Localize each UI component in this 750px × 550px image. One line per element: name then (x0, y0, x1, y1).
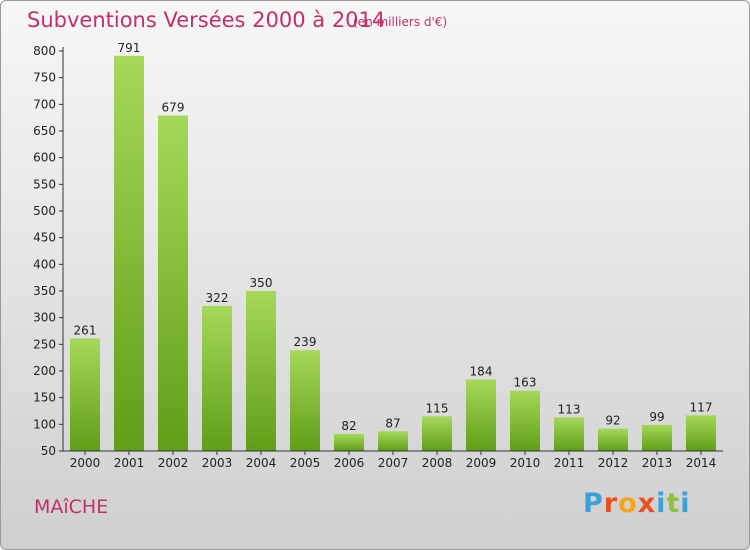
x-tick-label: 2009 (466, 456, 497, 470)
y-tick-label: 600 (33, 151, 56, 165)
y-axis: 50 100 150 200 250 300 350 400 450 500 550 600 650 70… (33, 44, 64, 458)
y-tick-label: 800 (33, 44, 56, 58)
bar (114, 55, 144, 452)
bar (642, 424, 672, 451)
y-tick-label: 50 (41, 444, 56, 458)
y-tick-label: 650 (33, 124, 56, 138)
bar (598, 428, 628, 451)
logo-letter: t (666, 488, 681, 519)
x-tick-label: 2006 (334, 456, 365, 470)
chart-subtitle: (en milliers d'€) (353, 15, 448, 29)
x-tick-label: 2011 (554, 456, 585, 470)
x-tick-label: 2012 (598, 456, 629, 470)
x-tick-label: 2007 (378, 456, 409, 470)
bar-value-label: 115 (426, 401, 449, 415)
y-tick-label: 400 (33, 257, 56, 271)
bar-value-label: 113 (558, 402, 581, 416)
bar (466, 379, 496, 451)
bar (70, 338, 100, 451)
bar (246, 291, 276, 451)
bar-value-label: 117 (690, 400, 713, 414)
bars: 261 791 679 322 350 239 82 87 115 184 163 113 92 99 11… (70, 41, 716, 452)
x-tick-label: 2003 (202, 456, 233, 470)
y-tick-label: 350 (33, 284, 56, 298)
bar-value-label: 184 (470, 365, 493, 379)
x-tick-label: 2002 (158, 456, 189, 470)
bar-value-label: 163 (514, 376, 537, 390)
x-tick-label: 2004 (246, 456, 277, 470)
bar-value-label: 82 (341, 419, 356, 433)
bar (334, 433, 364, 451)
bar-value-label: 679 (162, 101, 185, 115)
proxiti-logo[interactable]: Proxiti (583, 488, 691, 519)
bar-value-label: 87 (385, 416, 400, 430)
x-tick-label: 2005 (290, 456, 321, 470)
y-tick-label: 700 (33, 97, 56, 111)
logo-letter: o (618, 488, 638, 519)
chart-title: Subventions Versées 2000 à 2014 (27, 8, 386, 32)
y-tick-label: 500 (33, 204, 56, 218)
x-tick-label: 2008 (422, 456, 453, 470)
bar (378, 431, 408, 451)
x-tick-label: 2010 (510, 456, 541, 470)
x-axis: 2000 2001 2002 2003 2004 2005 2006 2007 2008 2009… (63, 450, 723, 470)
bar (158, 115, 188, 452)
y-tick-label: 200 (33, 364, 56, 378)
bar-value-label: 261 (74, 323, 97, 337)
x-tick-label: 2014 (686, 456, 717, 470)
x-tick-label: 2013 (642, 456, 673, 470)
bar (554, 417, 584, 451)
y-tick-label: 450 (33, 231, 56, 245)
logo-letter: x (637, 488, 657, 519)
y-tick-label: 750 (33, 71, 56, 85)
y-tick-label: 300 (33, 311, 56, 325)
bar (686, 415, 716, 451)
bar-value-label: 791 (118, 41, 141, 55)
bar-value-label: 239 (294, 335, 317, 349)
bar-value-label: 99 (649, 410, 664, 424)
bar-value-label: 92 (605, 414, 620, 428)
bar (510, 390, 540, 451)
y-tick-label: 150 (33, 391, 56, 405)
logo-letter: P (583, 488, 604, 519)
x-tick-label: 2000 (70, 456, 101, 470)
bar-value-label: 322 (206, 291, 229, 305)
bar (202, 305, 232, 451)
town-name: MAîCHE (34, 496, 109, 518)
y-tick-label: 100 (33, 417, 56, 431)
y-tick-label: 550 (33, 177, 56, 191)
y-tick-label: 250 (33, 337, 56, 351)
logo-letter: r (603, 488, 619, 519)
bar (422, 416, 452, 451)
logo-letter: i (656, 488, 667, 519)
x-tick-label: 2001 (114, 456, 145, 470)
logo-letter: i (680, 488, 691, 519)
bar (290, 350, 320, 451)
bar-value-label: 350 (250, 276, 273, 290)
